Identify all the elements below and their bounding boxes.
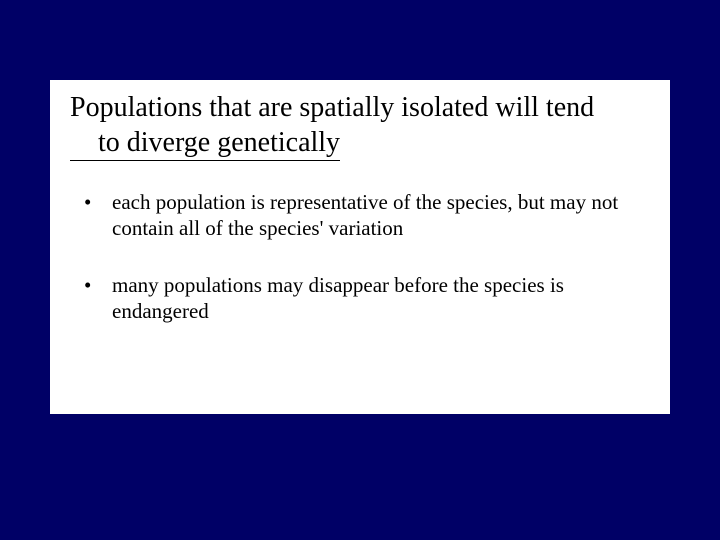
slide-container: Populations that are spatially isolated … <box>0 0 720 540</box>
list-item: many populations may disappear before th… <box>84 272 650 325</box>
bullet-list: each population is representative of the… <box>70 189 650 324</box>
slide-title: Populations that are spatially isolated … <box>70 90 650 161</box>
content-box: Populations that are spatially isolated … <box>50 80 670 414</box>
title-line-1: Populations that are spatially isolated … <box>70 92 594 123</box>
title-line-2: to diverge genetically <box>70 125 340 161</box>
list-item: each population is representative of the… <box>84 189 650 242</box>
